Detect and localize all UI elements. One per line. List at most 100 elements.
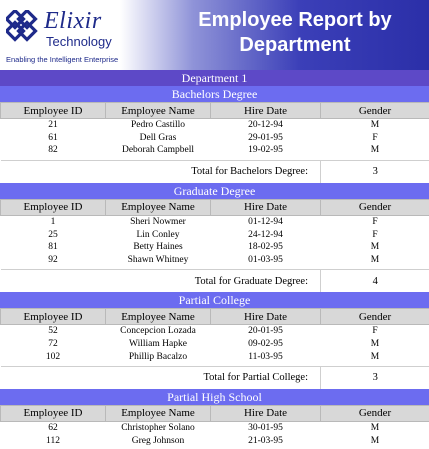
- table-cell: M: [370, 254, 380, 265]
- group-header: Partial High School: [0, 388, 429, 405]
- elixir-knot-icon: [6, 10, 38, 42]
- table-row: 62 Christopher Solano 30-01-95 M: [1, 421, 429, 434]
- table-cell: 92: [48, 254, 58, 265]
- table-cell: 30-01-95: [248, 423, 283, 434]
- table-cell: 72: [48, 339, 58, 350]
- table-row: 25 Lin Conley 24-12-94 F: [1, 228, 429, 241]
- table-cell: 1: [50, 217, 56, 228]
- table-cell: F: [372, 132, 378, 143]
- report-title: Employee Report by Department: [170, 8, 420, 58]
- group-total-row: Total for Partial College: 3: [0, 365, 429, 389]
- company-logo: Elixir Technology Enabling the Intellige…: [4, 6, 134, 66]
- table-cell: F: [372, 326, 378, 337]
- table-cell: Shawn Whitney: [127, 254, 189, 265]
- table-cell: Betty Haines: [133, 242, 183, 253]
- table-cell: 29-01-95: [248, 132, 283, 143]
- table-cell: 81: [48, 242, 58, 253]
- group-total-value: 3: [320, 365, 429, 389]
- table-row: 81 Betty Haines 18-02-95 M: [1, 241, 429, 254]
- table-cell: 19-02-95: [248, 145, 283, 156]
- table-cell: 25: [48, 229, 58, 240]
- table-row: 1 Sheri Nowmer 01-12-94 F: [1, 215, 429, 228]
- report-title-line2: Department: [239, 34, 351, 56]
- column-header: Employee ID: [0, 308, 106, 326]
- table-cell: 21-03-95: [248, 435, 283, 446]
- table-cell: 01-12-94: [248, 217, 283, 228]
- employee-table: Employee ID Employee Name Hire Date Gender 1…: [0, 198, 429, 293]
- table-cell: 20-12-94: [248, 120, 283, 131]
- table-cell: M: [370, 120, 380, 131]
- column-header: Employee ID: [0, 102, 106, 119]
- table-cell: 82: [48, 145, 58, 156]
- table-row: 82 Deborah Campbell 19-02-95 M: [1, 144, 429, 157]
- table-cell: 52: [48, 326, 58, 337]
- group-total-value: 4: [320, 269, 429, 293]
- table-cell: 102: [45, 351, 61, 362]
- table-cell: Christopher Solano: [121, 423, 195, 434]
- table-cell: M: [370, 145, 380, 156]
- column-header: Employee Name: [105, 404, 211, 422]
- table-cell: Pedro Castillo: [130, 120, 186, 131]
- table-cell: F: [372, 217, 378, 228]
- group-total-row: Total for Graduate Degree: 4: [0, 269, 429, 293]
- table-cell: 11-03-95: [248, 351, 283, 362]
- table-cell: 112: [46, 435, 60, 446]
- group-total-value: 3: [320, 159, 429, 183]
- table-row: 52 Concepcion Lozada 20-01-95 F: [1, 325, 429, 338]
- table-row: 112 Greg Johnson 21-03-95 M: [1, 435, 429, 448]
- report-title-line1: Employee Report by: [198, 9, 392, 31]
- group-total-row: Total for Bachelors Degree: 3: [0, 159, 429, 183]
- table-cell: William Hapke: [129, 339, 187, 350]
- table-row: 61 Dell Gras 29-01-95 F: [1, 132, 429, 145]
- group-total-label: Total for Graduate Degree:: [0, 269, 321, 293]
- employee-table: Employee ID Employee Name Hire Date Gender 6…: [0, 404, 429, 448]
- group-total-label: Total for Bachelors Degree:: [0, 159, 321, 183]
- table-cell: 21: [48, 120, 58, 131]
- table-row: 92 Shawn Whitney 01-03-95 M: [1, 254, 429, 267]
- column-header: Gender: [320, 198, 429, 216]
- table-cell: 24-12-94: [248, 229, 283, 240]
- group-header: Bachelors Degree: [0, 86, 429, 102]
- column-header-row: Employee ID Employee Name Hire Date Gender: [0, 102, 429, 119]
- table-cell: 09-02-95: [248, 339, 283, 350]
- column-header: Employee ID: [0, 404, 106, 422]
- table-cell: 01-03-95: [248, 254, 283, 265]
- table-cell: M: [370, 351, 380, 362]
- column-header: Hire Date: [210, 308, 321, 326]
- table-cell: Concepcion Lozada: [120, 326, 196, 337]
- group-header: Partial College: [0, 292, 429, 309]
- table-cell: M: [370, 242, 380, 253]
- employee-table: Employee ID Employee Name Hire Date Gender 2…: [0, 102, 429, 183]
- column-header: Employee Name: [105, 308, 211, 326]
- column-header: Hire Date: [210, 102, 321, 119]
- column-header: Gender: [320, 102, 429, 119]
- column-header-row: Employee ID Employee Name Hire Date Gender: [0, 404, 429, 422]
- column-header-row: Employee ID Employee Name Hire Date Gender: [0, 308, 429, 326]
- table-cell: M: [370, 435, 380, 446]
- table-cell: 62: [48, 423, 58, 434]
- table-cell: 20-01-95: [248, 326, 283, 337]
- table-cell: Lin Conley: [136, 229, 180, 240]
- brand-subtitle: Technology: [46, 34, 112, 49]
- column-header: Gender: [320, 404, 429, 422]
- table-cell: 61: [48, 132, 58, 143]
- table-row: 21 Pedro Castillo 20-12-94 M: [1, 119, 429, 132]
- column-header: Hire Date: [210, 404, 321, 422]
- table-cell: Sheri Nowmer: [130, 217, 186, 228]
- table-cell: Deborah Campbell: [121, 145, 195, 156]
- group-header: Graduate Degree: [0, 182, 429, 199]
- table-cell: F: [372, 229, 378, 240]
- table-cell: Greg Johnson: [131, 435, 185, 446]
- table-cell: Phillip Bacalzo: [128, 351, 188, 362]
- group-total-label: Total for Partial College:: [0, 365, 321, 389]
- column-header: Employee ID: [0, 198, 106, 216]
- table-cell: M: [370, 423, 380, 434]
- department-header: Department 1: [0, 70, 429, 86]
- table-row: 102 Phillip Bacalzo 11-03-95 M: [1, 350, 429, 363]
- table-row: 72 William Hapke 09-02-95 M: [1, 338, 429, 351]
- column-header: Employee Name: [105, 102, 211, 119]
- employee-table: Employee ID Employee Name Hire Date Gender 5…: [0, 308, 429, 389]
- table-cell: 18-02-95: [248, 242, 283, 253]
- column-header: Employee Name: [105, 198, 211, 216]
- brand-tagline: Enabling the Intelligent Enterprise: [6, 55, 119, 64]
